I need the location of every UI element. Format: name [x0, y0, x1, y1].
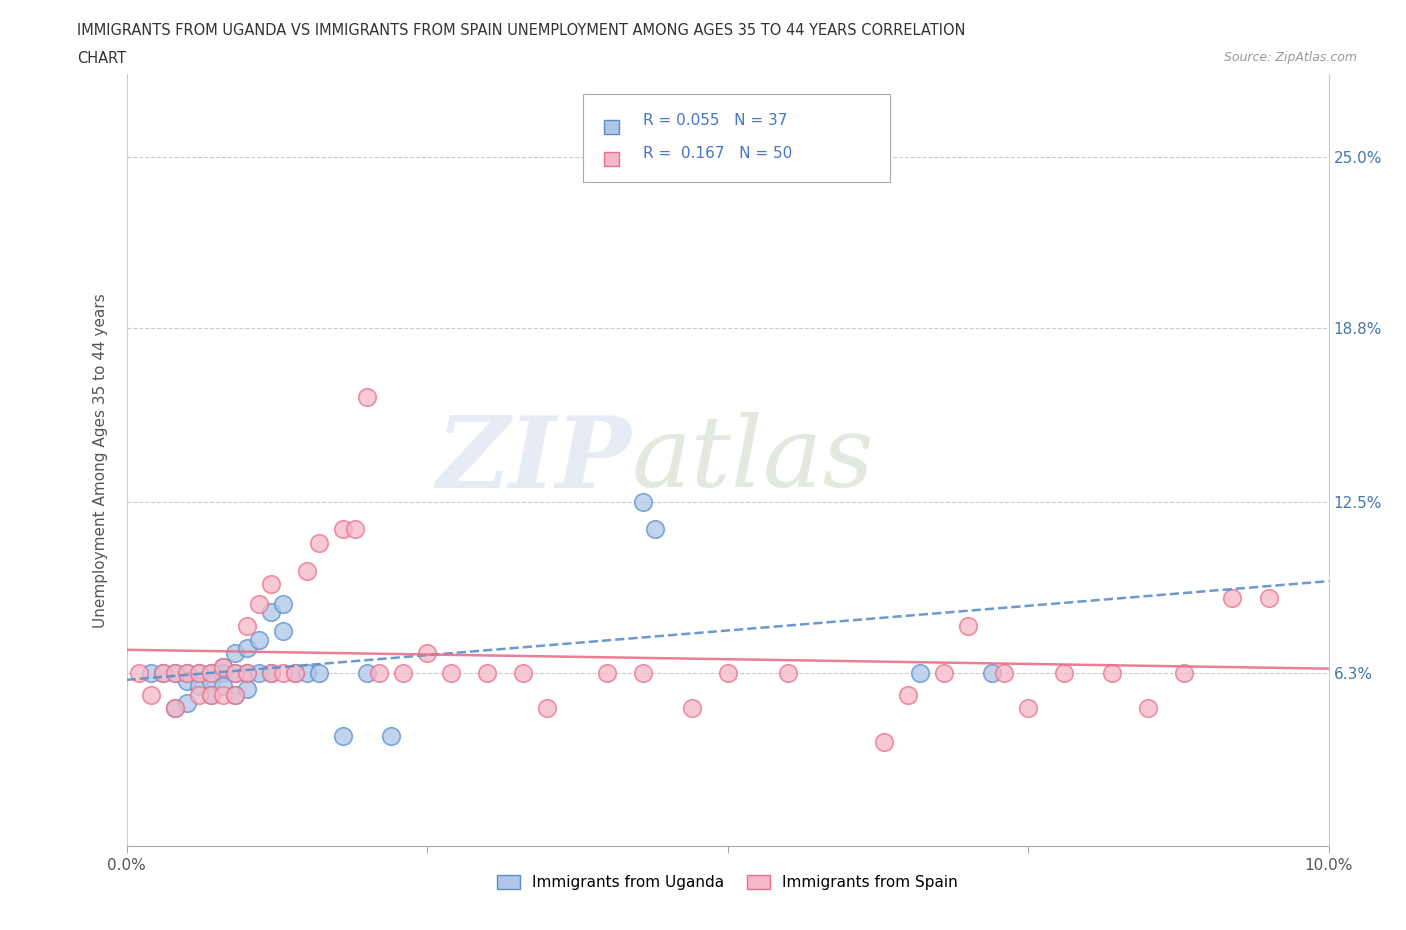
Point	[932, 665, 955, 680]
Point	[187, 687, 209, 702]
Text: atlas: atlas	[631, 413, 875, 508]
Point	[981, 665, 1004, 680]
Point	[163, 701, 186, 716]
Point	[873, 734, 896, 749]
Point	[271, 624, 294, 639]
Point	[224, 646, 246, 661]
Point	[260, 604, 283, 619]
Point	[235, 618, 259, 633]
Point	[1101, 665, 1123, 680]
Point	[308, 665, 330, 680]
Y-axis label: Unemployment Among Ages 35 to 44 years: Unemployment Among Ages 35 to 44 years	[93, 293, 108, 628]
Point	[200, 665, 222, 680]
Point	[200, 687, 222, 702]
Text: CHART: CHART	[77, 51, 127, 66]
Point	[416, 646, 439, 661]
Point	[163, 665, 186, 680]
Point	[187, 665, 209, 680]
Point	[176, 665, 198, 680]
Point	[1222, 591, 1244, 605]
Point	[681, 701, 703, 716]
Point	[260, 665, 283, 680]
Text: R =  0.167   N = 50: R = 0.167 N = 50	[644, 146, 793, 161]
Point	[295, 564, 318, 578]
Point	[536, 701, 558, 716]
Point	[332, 522, 354, 537]
Point	[176, 673, 198, 688]
Point	[163, 665, 186, 680]
FancyBboxPatch shape	[603, 120, 619, 134]
Point	[284, 665, 307, 680]
Point	[260, 665, 283, 680]
Point	[211, 659, 233, 674]
Point	[176, 696, 198, 711]
Point	[128, 665, 150, 680]
Text: IMMIGRANTS FROM UGANDA VS IMMIGRANTS FROM SPAIN UNEMPLOYMENT AMONG AGES 35 TO 44: IMMIGRANTS FROM UGANDA VS IMMIGRANTS FRO…	[77, 23, 966, 38]
Point	[235, 665, 259, 680]
FancyBboxPatch shape	[583, 94, 890, 182]
Point	[187, 665, 209, 680]
Point	[356, 390, 378, 405]
Point	[211, 687, 233, 702]
Text: ZIP: ZIP	[436, 412, 631, 509]
Point	[139, 687, 162, 702]
Point	[633, 665, 655, 680]
Point	[1173, 665, 1195, 680]
Point	[440, 665, 463, 680]
Point	[163, 701, 186, 716]
Point	[295, 665, 318, 680]
Point	[332, 728, 354, 743]
Point	[644, 522, 666, 537]
Point	[247, 665, 270, 680]
Point	[271, 665, 294, 680]
Point	[200, 673, 222, 688]
Text: Source: ZipAtlas.com: Source: ZipAtlas.com	[1223, 51, 1357, 64]
Point	[235, 682, 259, 697]
Point	[596, 665, 619, 680]
Point	[512, 665, 534, 680]
Point	[235, 665, 259, 680]
Point	[271, 596, 294, 611]
Point	[211, 679, 233, 694]
Point	[224, 665, 246, 680]
FancyBboxPatch shape	[603, 153, 619, 166]
Point	[368, 665, 391, 680]
Point	[343, 522, 366, 537]
Legend: Immigrants from Uganda, Immigrants from Spain: Immigrants from Uganda, Immigrants from …	[491, 870, 965, 897]
Point	[1137, 701, 1160, 716]
Point	[235, 641, 259, 656]
Point	[176, 665, 198, 680]
Point	[211, 659, 233, 674]
Text: R = 0.055   N = 37: R = 0.055 N = 37	[644, 113, 787, 128]
Point	[247, 596, 270, 611]
Point	[187, 679, 209, 694]
Point	[716, 665, 740, 680]
Point	[776, 665, 799, 680]
Point	[1053, 665, 1076, 680]
Point	[260, 577, 283, 591]
Point	[380, 728, 402, 743]
Point	[247, 632, 270, 647]
Point	[633, 494, 655, 509]
Point	[897, 687, 920, 702]
Point	[152, 665, 174, 680]
Point	[139, 665, 162, 680]
Point	[200, 687, 222, 702]
Point	[224, 687, 246, 702]
Point	[1017, 701, 1039, 716]
Point	[284, 665, 307, 680]
Point	[224, 665, 246, 680]
Point	[475, 665, 498, 680]
Point	[200, 665, 222, 680]
Point	[1257, 591, 1279, 605]
Point	[356, 665, 378, 680]
Point	[308, 536, 330, 551]
Point	[956, 618, 979, 633]
Point	[908, 665, 931, 680]
Point	[152, 665, 174, 680]
Point	[211, 665, 233, 680]
Point	[392, 665, 415, 680]
Point	[993, 665, 1015, 680]
Point	[224, 687, 246, 702]
